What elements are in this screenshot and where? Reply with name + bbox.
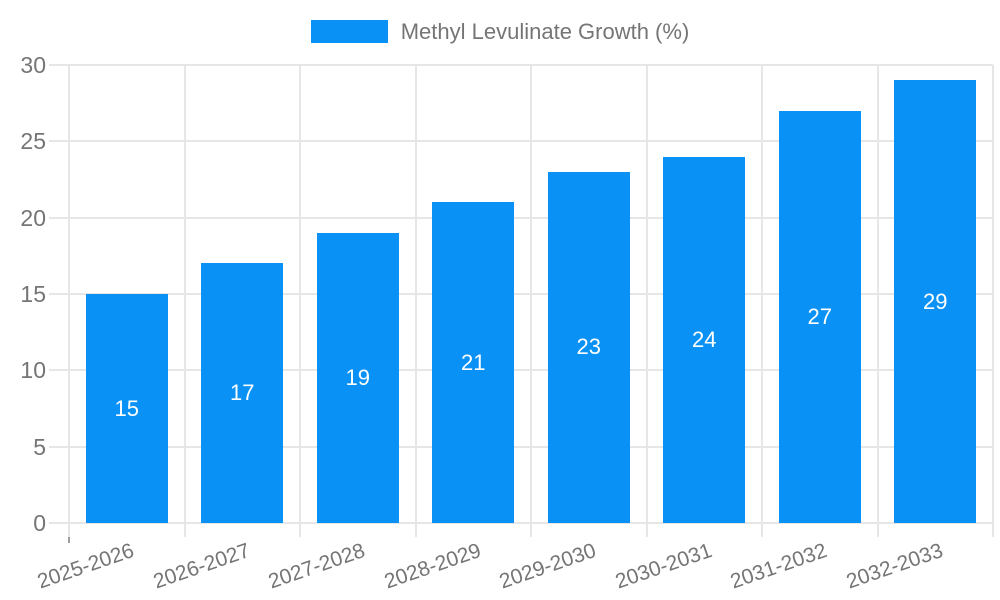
gridline-vertical (183, 65, 186, 537)
x-axis: 2025-2026 2026-2027 2027-2028 2028-2029 2029… (35, 523, 993, 600)
gridline-vertical (645, 65, 648, 537)
bar-value-label: 23 (576, 334, 601, 360)
bar: 29 (894, 80, 977, 523)
gridline-horizontal (49, 64, 993, 66)
bar-value-label: 19 (345, 364, 370, 390)
bar-value-label: 24 (692, 326, 717, 352)
y-axis-label: 25 (20, 128, 46, 155)
bar: 24 (663, 156, 746, 523)
gridline-horizontal (49, 445, 993, 448)
gridline-horizontal (49, 293, 993, 295)
legend-swatch (310, 20, 388, 43)
bar-value-label: 21 (461, 349, 486, 375)
gridline-vertical (530, 65, 532, 537)
x-axis-label: 2025-2026 (34, 539, 138, 594)
y-axis-label: 20 (20, 204, 46, 231)
x-axis-label: 2029-2030 (496, 539, 600, 594)
bar-value-label: 17 (230, 380, 255, 406)
gridline-horizontal (49, 140, 993, 143)
legend-label: Methyl Levulinate Growth (%) (400, 18, 690, 44)
x-axis-label: 2027-2028 (265, 539, 369, 594)
bar: 19 (316, 232, 399, 523)
x-axis-label: 2032-2033 (843, 539, 946, 594)
x-axis-label: 2026-2027 (150, 539, 253, 594)
gridline-vertical (876, 65, 879, 537)
y-axis-label: 5 (33, 433, 46, 460)
gridline-horizontal (49, 216, 993, 219)
y-axis-label: 15 (20, 281, 46, 307)
bar: 17 (201, 263, 284, 523)
y-axis-label: 10 (20, 357, 46, 384)
bar: 15 (85, 294, 168, 523)
x-axis-label: 2028-2029 (381, 539, 484, 594)
x-axis-label: 2030-2031 (612, 539, 715, 594)
gridline-vertical (992, 65, 994, 537)
y-axis-label: 0 (33, 510, 46, 536)
x-axis-label: 2031-2032 (727, 539, 831, 594)
bar: 21 (432, 202, 515, 523)
gridline-vertical (68, 65, 70, 537)
bar-value-label: 27 (807, 303, 832, 329)
bar: 23 (547, 171, 630, 523)
plot-area: 15 17 19 21 23 24 27 29 (49, 64, 994, 537)
gridline-horizontal (49, 369, 993, 372)
y-axis: 0 5 10 15 20 25 30 (0, 52, 46, 536)
bar: 27 (778, 110, 861, 523)
gridline-vertical (414, 65, 417, 537)
gridline-vertical (299, 65, 301, 537)
legend: Methyl Levulinate Growth (%) (0, 18, 1000, 44)
gridline-vertical (761, 65, 763, 537)
bar-value-label: 29 (923, 288, 948, 314)
gridline-horizontal (49, 522, 993, 524)
y-axis-label: 30 (20, 52, 46, 78)
bar-value-label: 15 (114, 395, 139, 421)
